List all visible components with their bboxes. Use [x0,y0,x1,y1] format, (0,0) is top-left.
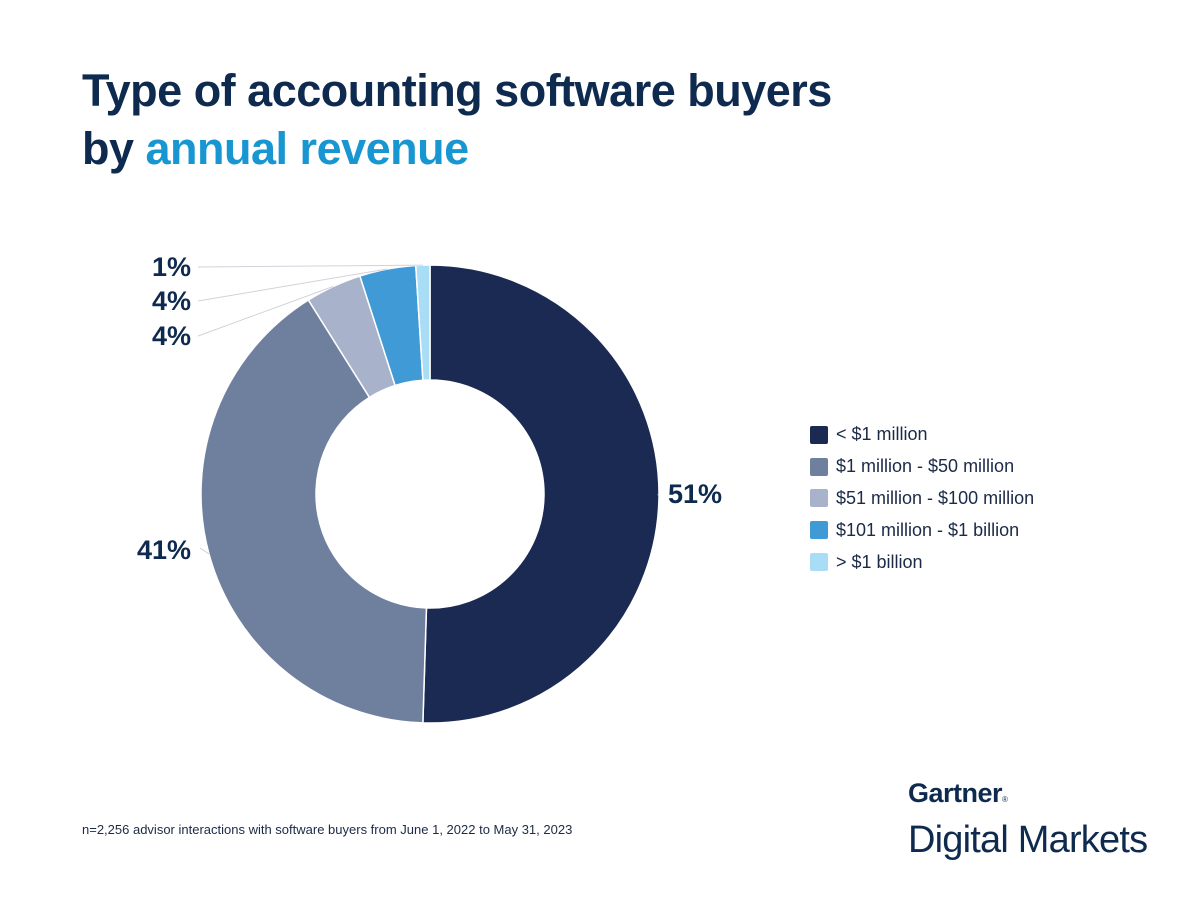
legend-item-51-million-100-million: $51 million - $100 million [810,483,1034,515]
legend-swatch [810,489,828,508]
legend-swatch [810,553,828,572]
registered-mark: ® [1002,795,1008,804]
footnote: n=2,256 advisor interactions with softwa… [82,822,573,837]
title-line-1: Type of accounting software buyers [82,65,832,116]
donut-slice-1-million [422,264,660,724]
legend-swatch [810,521,828,540]
leader-line [197,264,423,268]
legend-label: $51 million - $100 million [836,487,1035,508]
title-line-2-prefix: by [82,123,146,174]
leader-line [199,547,210,555]
donut-slice-1-million-50-million [200,298,428,724]
legend-label: > $1 billion [836,551,923,572]
brand-name: Gartner [908,778,1003,808]
data-label-1-million: 51% [668,479,722,509]
legend-item-1-billion: > $1 billion [810,546,1034,578]
legend-label: $1 million - $50 million [836,456,1015,477]
legend-item-1-million: < $1 million [810,419,1034,451]
data-label-1-million-50-million: 41% [137,535,191,565]
legend-swatch [810,425,828,444]
title-line-2-accent: annual revenue [145,123,470,174]
leader-line [197,285,334,337]
data-label-101-million-1-billion: 4% [152,286,191,316]
data-label-1-billion: 1% [152,252,191,282]
legend-item-1-million-50-million: $1 million - $50 million [810,451,1034,483]
data-label-51-million-100-million: 4% [152,321,191,351]
chart-title: Type of accounting software buyers by an… [82,62,832,178]
legend-item-101-million-1-billion: $101 million - $1 billion [810,514,1034,546]
legend-label: $101 million - $1 billion [836,519,1020,540]
chart-legend: < $1 million $1 million - $50 million $51 … [810,419,1034,578]
legend-swatch [810,457,828,476]
leader-line [197,268,388,302]
leader-line [657,493,660,498]
brand-sub: Digital Markets [908,819,1148,861]
gartner-digital-markets-logo: Gartner® Digital Markets [908,776,1148,863]
legend-label: < $1 million [836,424,928,445]
